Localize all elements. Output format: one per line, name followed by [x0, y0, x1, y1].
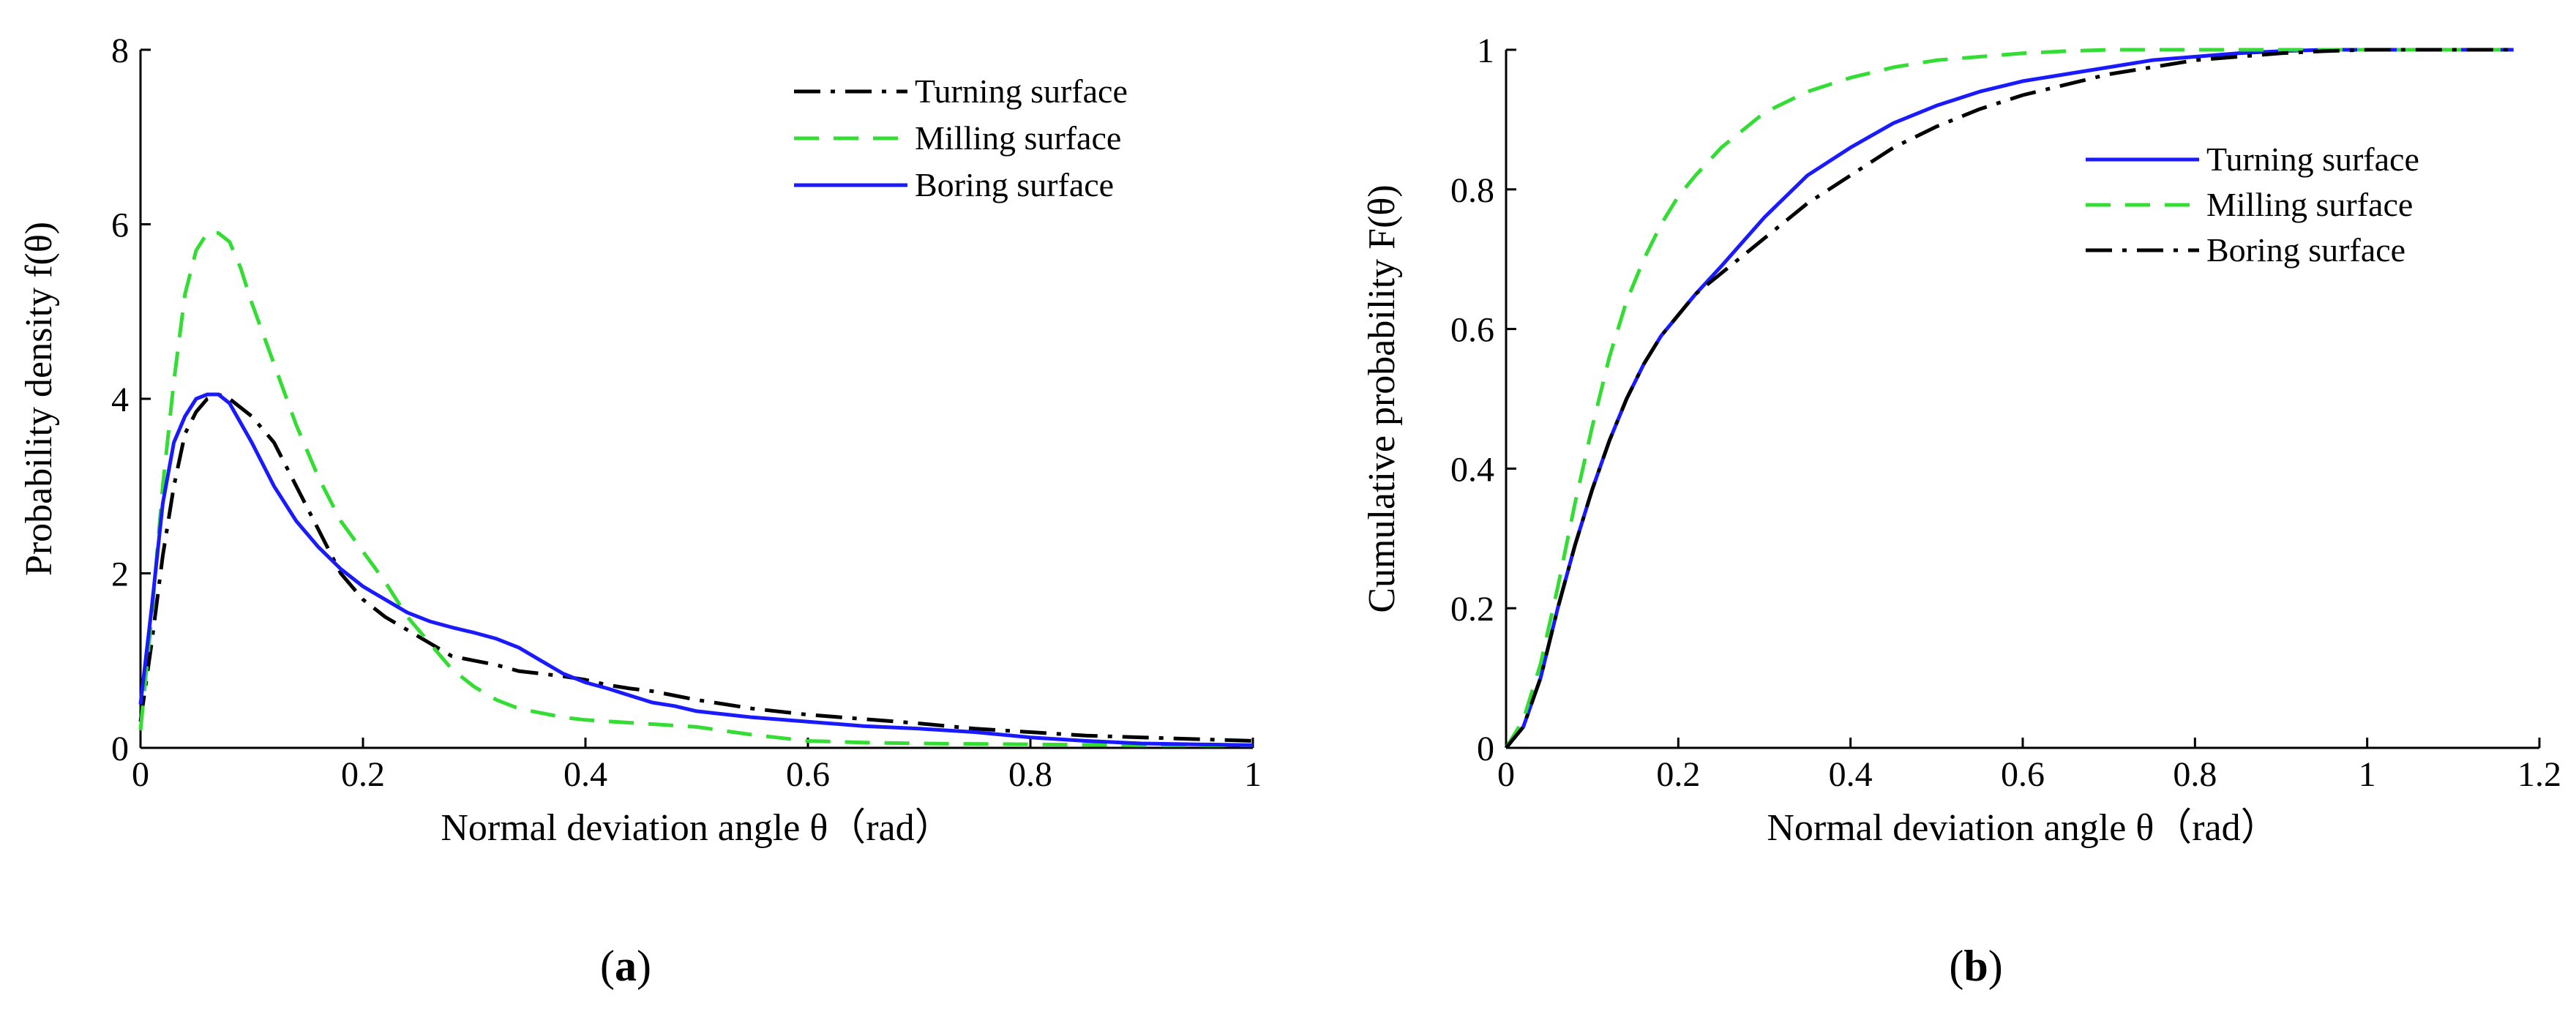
- x-tick-label: 0.2: [341, 755, 385, 794]
- y-axis-label: Cumulative probability F(θ): [1361, 184, 1403, 612]
- y-tick-label: 0.2: [1450, 590, 1494, 629]
- y-tick-label: 0.8: [1450, 171, 1494, 210]
- x-tick-label: 0.6: [2001, 755, 2045, 794]
- series-line-turning-surface: [138, 392, 1254, 743]
- legend-label: Turning surface: [2206, 140, 2419, 178]
- legend-label: Boring surface: [915, 166, 1114, 203]
- panel-b-label: (b): [1949, 942, 2002, 990]
- x-tick-label: 1.2: [2517, 755, 2561, 794]
- x-tick-label: 0.2: [1656, 755, 1700, 794]
- x-tick-label: 1: [1244, 755, 1262, 794]
- legend-label: Milling surface: [2206, 186, 2413, 223]
- y-tick-label: 1: [1477, 31, 1494, 70]
- y-tick-label: 4: [111, 381, 129, 419]
- y-tick-label: 2: [111, 555, 129, 594]
- y-tick-label: 0.6: [1450, 311, 1494, 350]
- legend-label: Boring surface: [2206, 231, 2405, 269]
- legend-label: Milling surface: [915, 119, 1121, 157]
- y-tick-label: 8: [111, 31, 129, 70]
- x-tick-label: 0.4: [564, 755, 607, 794]
- panel-a-chart: 0 0.2 0.4 0.6 0.8 1 0 2 4 6 8 Normal deviation angl…: [18, 31, 1262, 849]
- x-tick-label: 0: [1497, 755, 1515, 794]
- y-axis-label: Probability density f(θ): [18, 222, 60, 576]
- y-tick-label: 0: [1477, 730, 1494, 768]
- x-tick-label: 0.6: [786, 755, 830, 794]
- y-tick-label: 0.4: [1450, 450, 1494, 489]
- x-tick-label: 0.8: [2173, 755, 2217, 794]
- panel-b-chart: 0 0.2 0.4 0.6 0.8 1 1.2 0 0.2 0.4 0.6 0.8 1 Normal de…: [1361, 31, 2561, 849]
- series-line-milling-surface: [1504, 48, 2514, 749]
- series-line-milling-surface: [138, 231, 1253, 747]
- x-tick-label: 1: [2359, 755, 2376, 794]
- x-axis-label: Normal deviation angle θ（rad）: [441, 807, 952, 849]
- x-tick-label: 0.8: [1008, 755, 1052, 794]
- legend-label: Turning surface: [915, 72, 1128, 110]
- x-tick-label: 0: [132, 755, 149, 794]
- x-axis-label: Normal deviation angle θ（rad）: [1767, 807, 2278, 849]
- series-line-boring-surface: [1505, 48, 2514, 749]
- series-line-boring-surface: [138, 392, 1254, 747]
- x-tick-label: 0.4: [1829, 755, 1873, 794]
- y-tick-label: 6: [111, 206, 129, 245]
- panel-a-label: (a): [600, 942, 651, 990]
- y-tick-label: 0: [111, 730, 129, 768]
